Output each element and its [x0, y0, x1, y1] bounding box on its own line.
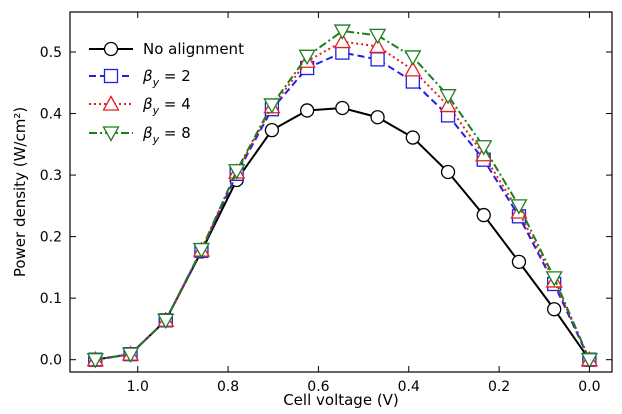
- data-point: [547, 302, 562, 317]
- data-point: [405, 130, 420, 145]
- legend-marker: [102, 126, 120, 142]
- data-point: [580, 353, 599, 369]
- legend-entry: βy = 4: [89, 95, 191, 117]
- x-tick-label: 1.0: [127, 379, 149, 395]
- data-point: [335, 100, 350, 116]
- data-point: [405, 74, 420, 89]
- x-tick-label: 0.0: [578, 379, 600, 395]
- series-3: [86, 24, 599, 369]
- data-point: [368, 37, 387, 54]
- data-point: [439, 89, 457, 105]
- y-tick-label: 0.2: [40, 230, 62, 246]
- y-tick-label: 0.3: [40, 168, 62, 184]
- data-point: [404, 61, 422, 77]
- legend-label: βy = 8: [142, 124, 191, 146]
- legend-label: No alignment: [143, 40, 244, 58]
- legend-label: βy = 4: [142, 95, 191, 117]
- legend-label-subscript: y: [152, 76, 160, 89]
- data-point: [263, 98, 281, 114]
- legend-label-tail: = 8: [159, 124, 191, 142]
- legend-label-main: β: [142, 95, 153, 113]
- data-point: [192, 242, 211, 259]
- legend-entry: βy = 8: [89, 124, 191, 146]
- y-tick-label: 0.1: [40, 291, 62, 307]
- data-point: [370, 110, 385, 125]
- data-point: [439, 96, 457, 113]
- legend-label-main: β: [142, 67, 153, 85]
- data-point: [86, 353, 104, 369]
- data-point: [368, 28, 387, 45]
- x-tick-label: 0.4: [398, 379, 420, 395]
- data-point: [370, 52, 385, 67]
- data-point: [298, 49, 316, 66]
- data-point: [264, 123, 280, 138]
- data-point: [157, 313, 175, 330]
- series-layer: [86, 24, 599, 369]
- data-point: [475, 140, 493, 156]
- data-point: [510, 199, 528, 215]
- legend-label-main: β: [142, 124, 153, 142]
- legend-marker: [103, 41, 119, 57]
- data-point: [476, 207, 491, 223]
- plot-frame: [69, 11, 613, 373]
- data-point: [228, 164, 246, 180]
- legend-entry: βy = 2: [89, 67, 191, 89]
- legend-entry: No alignment: [89, 40, 244, 58]
- x-axis-title: Cell voltage (V): [283, 391, 399, 409]
- data-point: [545, 271, 563, 287]
- legend-label: βy = 2: [142, 67, 191, 89]
- data-point: [333, 24, 351, 40]
- data-point: [511, 254, 527, 269]
- legend-label-tail: = 2: [159, 67, 191, 85]
- data-point: [299, 103, 315, 118]
- y-tick-label: 0.4: [40, 107, 62, 123]
- y-tick-label: 0.0: [40, 353, 62, 369]
- data-point: [121, 347, 140, 363]
- data-point: [440, 164, 456, 180]
- y-tick-label: 0.5: [40, 45, 62, 61]
- x-tick-label: 0.2: [488, 379, 510, 395]
- ticks-layer: 1.0 0.8 0.6 0.4 0.2 0.0 0.0 0.1 0.2 0.3 0.4 0.5: [40, 12, 612, 395]
- y-axis-title: Power density (W/cm²): [11, 107, 29, 277]
- x-tick-label: 0.8: [217, 379, 239, 395]
- legend-label-tail: = 4: [159, 95, 191, 113]
- legend-marker: [103, 68, 119, 84]
- legend-label-main: No alignment: [143, 40, 244, 58]
- data-point: [404, 50, 422, 66]
- x-tick-label: 0.6: [307, 379, 329, 395]
- legend-marker: [102, 95, 120, 111]
- legend-label-subscript: y: [152, 133, 160, 146]
- data-point: [333, 32, 351, 49]
- legend-label-subscript: y: [152, 104, 160, 117]
